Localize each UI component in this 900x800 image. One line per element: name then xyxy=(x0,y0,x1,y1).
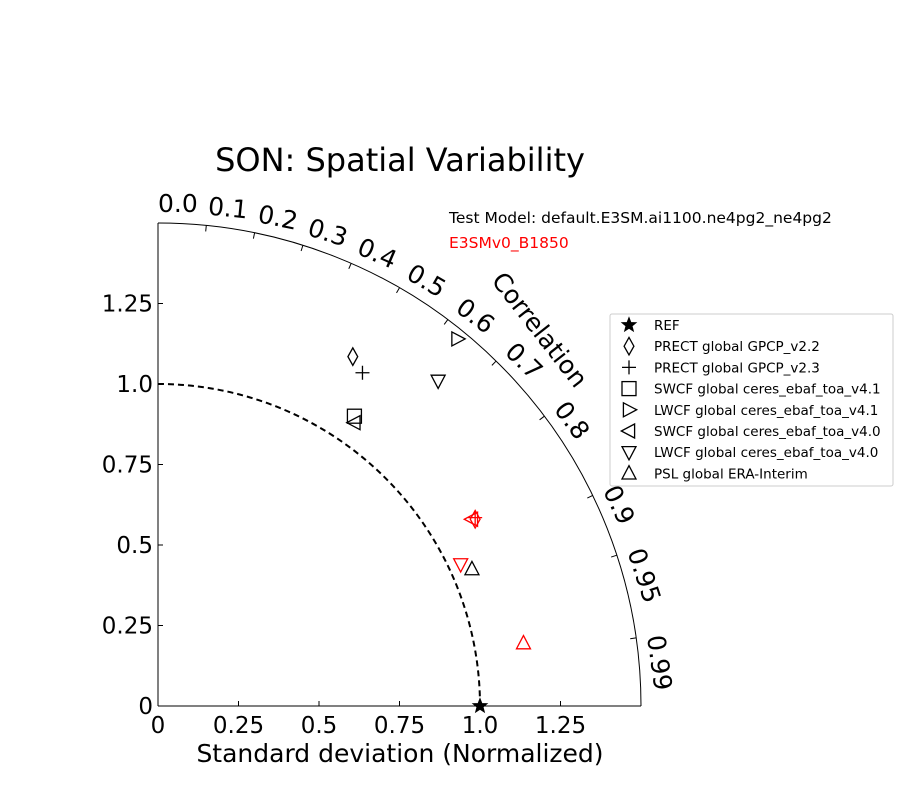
correlation-tick-mark xyxy=(491,360,497,366)
legend-marker-triangle-left xyxy=(619,422,636,440)
correlation-tick-label: 0.3 xyxy=(304,213,351,253)
data-points xyxy=(345,330,532,714)
y-ticks: 0 0.25 0.5 0.75 1.0 1.25 xyxy=(102,292,163,720)
legend-entry-label: LWCF global ceres_ebaf_toa_v4.0 xyxy=(654,445,878,461)
x-tick-label: 1.0 xyxy=(462,713,499,739)
correlation-tick-label: 0.5 xyxy=(402,258,451,303)
correlation-tick-mark xyxy=(348,263,352,270)
x-ticks: 0 0.25 0.5 0.75 1.0 1.25 xyxy=(151,701,586,739)
outer-arc-line xyxy=(157,222,642,707)
data-point-square-test xyxy=(346,408,363,424)
legend-entry-label: SWCF global ceres_ebaf_toa_v4.0 xyxy=(654,424,881,440)
legend-entry-label: REF xyxy=(654,318,680,334)
legend-marker-plus xyxy=(622,360,636,375)
correlation-tick-mark xyxy=(300,245,304,252)
data-point-triangle-down-test xyxy=(430,374,447,390)
axes xyxy=(157,223,641,707)
legend-marker-triangle-up xyxy=(620,464,638,480)
legend-box xyxy=(609,313,894,487)
legend-entry-label: PRECT global GPCP_v2.2 xyxy=(654,339,820,355)
x-tick-label: 0.5 xyxy=(301,713,338,739)
test-model-label: Test Model: default.E3SM.ai1100.ne4pg2_n… xyxy=(448,209,832,228)
correlation-tick-label: 0.0 xyxy=(158,189,198,218)
x-tick-label: 0.75 xyxy=(374,713,425,739)
legend-marker-square xyxy=(621,380,637,397)
data-point-diamond-ref_model xyxy=(469,509,481,530)
correlation-tick-mark xyxy=(610,554,618,558)
correlation-ticks: 0.0 0.1 0.2 0.3 0.40.50.60.70.80.90.950.99 xyxy=(158,189,678,692)
correlation-tick-mark xyxy=(443,319,449,325)
chart-title: SON: Spatial Variability xyxy=(215,141,585,179)
correlation-tick-label: 0.99 xyxy=(641,633,678,692)
y-tick-label: 0 xyxy=(138,694,153,720)
data-point-triangle-down-ref_model xyxy=(452,558,469,574)
legend-marker-triangle-right xyxy=(622,401,639,418)
y-tick-label: 1.25 xyxy=(102,292,153,318)
data-point-diamond-test xyxy=(347,346,359,367)
reference-std-arc xyxy=(157,383,481,707)
legend-entry-label: PSL global ERA-Interim xyxy=(654,466,808,482)
x-tick-label: 1.25 xyxy=(535,713,586,739)
x-tick-label: 0.25 xyxy=(213,713,264,739)
correlation-tick-mark xyxy=(396,287,400,294)
correlation-tick-label: 0.6 xyxy=(451,292,500,339)
data-point-triangle-up-test xyxy=(463,560,481,576)
data-point-triangle-up-ref_model xyxy=(515,634,532,650)
correlation-tick-label: 0.2 xyxy=(256,199,301,235)
legend-marker-triangle-down xyxy=(620,445,638,462)
correlation-tick-label: 0.8 xyxy=(548,396,595,445)
legend-entry-label: SWCF global ceres_ebaf_toa_v4.1 xyxy=(654,382,881,398)
legend-entries: REF PRECT global GPCP_v2.2 PRECT global GP… xyxy=(619,316,881,482)
y-tick-label: 0.25 xyxy=(102,614,153,640)
correlation-tick-mark xyxy=(205,225,207,232)
y-tick-label: 0.5 xyxy=(116,533,153,559)
legend-entry-label: LWCF global ceres_ebaf_toa_v4.1 xyxy=(654,403,878,419)
data-point-triangle-left-test xyxy=(345,414,361,431)
outer-arc xyxy=(157,222,642,707)
correlation-tick-mark xyxy=(630,637,637,640)
y-tick-label: 1.0 xyxy=(116,372,153,398)
y-tick-label: 0.75 xyxy=(102,453,153,479)
legend-entry-label: PRECT global GPCP_v2.3 xyxy=(654,360,820,376)
correlation-tick-label: 0.1 xyxy=(207,192,249,225)
plot-area: 0 0.25 0.5 0.75 1.0 1.25 00.250.50.751.01.25 … xyxy=(102,189,678,739)
correlation-tick-mark xyxy=(252,232,256,239)
data-point-triangle-right-test xyxy=(451,330,467,347)
data-point-star-reference xyxy=(471,697,489,714)
correlation-tick-label: 0.4 xyxy=(353,232,401,274)
correlation-tick-mark xyxy=(539,415,545,421)
correlation-axis-label: Correlation xyxy=(486,267,594,393)
legend-marker-star xyxy=(620,316,638,333)
x-axis-label: Standard deviation (Normalized) xyxy=(196,739,603,768)
data-point-plus-test xyxy=(355,365,370,380)
data-point-triangle-left-ref_model xyxy=(462,511,479,528)
x-tick-label: 0 xyxy=(151,713,166,739)
ref-model-label: E3SMv0_B1850 xyxy=(449,234,569,253)
correlation-tick-mark xyxy=(587,495,593,499)
correlation-tick-label: 0.9 xyxy=(597,481,640,529)
legend: REF PRECT global GPCP_v2.2 PRECT global GP… xyxy=(609,313,894,487)
legend-marker-diamond xyxy=(623,336,635,357)
reference-arc xyxy=(157,383,481,707)
